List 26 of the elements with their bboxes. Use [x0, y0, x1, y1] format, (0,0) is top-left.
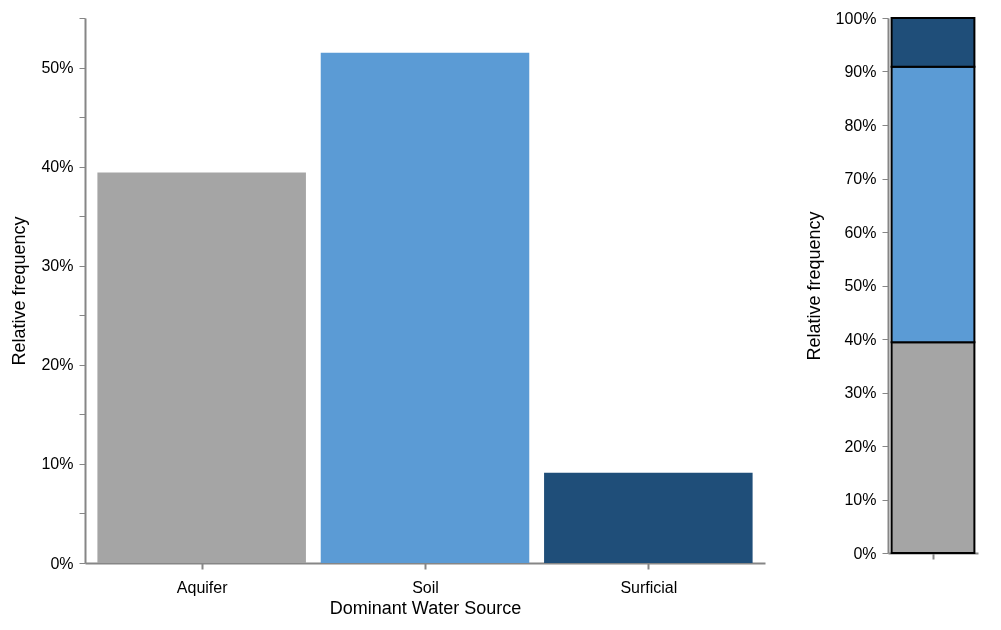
y-tick-label: 20% — [844, 437, 877, 455]
x-axis-title: Dominant Water Source — [329, 597, 522, 618]
y-tick-label: 90% — [844, 63, 877, 80]
y-tick-label: 40% — [41, 158, 74, 176]
y-tick-label: 10% — [41, 455, 74, 473]
y-tick-label: 0% — [853, 544, 877, 562]
x-tick-label: Surficial — [620, 578, 678, 596]
y-tick-label: 70% — [844, 170, 877, 187]
y-tick-label: 80% — [844, 116, 877, 134]
y-tick-label: 30% — [844, 384, 877, 401]
y-axis-title: Relative frequency — [9, 216, 30, 366]
x-tick-label: Aquifer — [176, 578, 229, 596]
bar — [97, 172, 306, 563]
y-tick-label: 40% — [844, 330, 877, 348]
y-axis-title: Relative frequency — [803, 211, 824, 361]
x-tick-label: Soil — [412, 578, 439, 596]
bar — [544, 472, 753, 563]
y-tick-label: 60% — [844, 223, 877, 241]
bar — [320, 52, 530, 563]
y-tick-label: 100% — [835, 9, 877, 27]
y-tick-label: 30% — [41, 257, 74, 275]
y-tick-label: 50% — [41, 59, 74, 77]
y-tick-label: 50% — [844, 277, 877, 294]
y-tick-label: 20% — [41, 356, 74, 374]
y-tick-label: 10% — [844, 491, 877, 508]
y-tick-label: 0% — [50, 554, 74, 572]
